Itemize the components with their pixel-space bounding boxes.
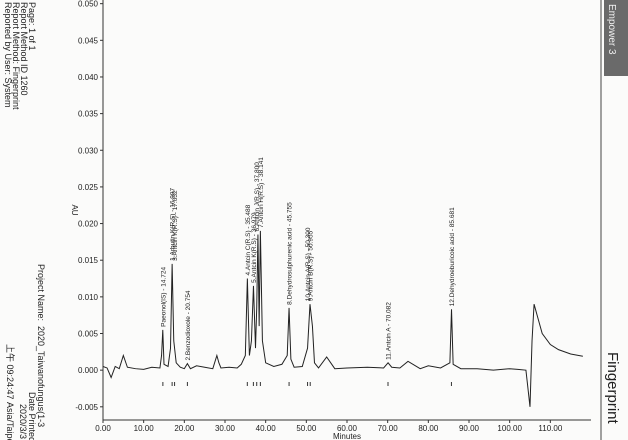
date-printed: 2020/3/3 [18, 404, 28, 439]
peak-label: 1.Arbutin K(R.S) - 16.997 [170, 188, 177, 261]
y-tick-label: 0.000 [78, 366, 99, 375]
x-tick-label: 60.00 [337, 424, 358, 433]
y-axis-label: AU [70, 204, 79, 215]
project-label: Project Name: [36, 264, 46, 321]
peak-label: 7.Antcin H(R.S) - 38.141 [258, 157, 265, 228]
peak-label: 11.Antcin A - 70.082 [386, 302, 393, 360]
peak-label: 12.Dehydroeburicoic acid - 85.681 [449, 207, 456, 306]
peak-label: 8.Dehydrosulphurenic acid - 45.755 [287, 202, 294, 305]
peak-label: 2.Benzodioxole - 20.754 [185, 290, 192, 360]
y-tick-label: 0.015 [78, 256, 99, 265]
y-tick-label: 0.010 [78, 293, 99, 302]
software-name: Empower 3 [606, 4, 617, 55]
x-axis-label: Minutes [333, 432, 361, 440]
x-tick-label: 80.00 [418, 424, 439, 433]
peak-label: Paeonol(IS) - 14.724 [160, 266, 167, 326]
x-tick-label: 50.00 [296, 424, 317, 433]
y-tick-label: 0.050 [78, 0, 99, 9]
y-tick-label: 0.030 [78, 146, 99, 155]
y-tick-label: -0.005 [75, 403, 98, 412]
x-tick-label: 70.00 [378, 424, 399, 433]
x-tick-label: 30.00 [215, 424, 236, 433]
x-tick-label: 0.00 [95, 424, 111, 433]
x-tick-label: 20.00 [174, 424, 195, 433]
x-tick-label: 110.00 [538, 424, 562, 433]
y-tick-label: 0.045 [78, 36, 99, 45]
y-tick-label: 0.035 [78, 110, 99, 119]
x-tick-label: 90.00 [459, 424, 480, 433]
y-tick-label: 0.005 [78, 330, 99, 339]
software-badge [604, 0, 628, 76]
peak-label: 9.Antcin B(R.S) - 50.955 [308, 230, 315, 301]
peak-label: 10.Antcin A(R.S) - 50.300 [305, 227, 312, 301]
section-title: Fingerprint [604, 352, 621, 425]
report-user: Reported by User: System [3, 2, 13, 108]
time-printed: 上午 09:24:47 Asia/Taipei [5, 344, 16, 440]
y-tick-label: 0.025 [78, 183, 99, 192]
report-method-id: Report Method ID 1260 [19, 2, 29, 96]
report-method: Report Method: Fingerprint [11, 2, 21, 110]
x-tick-label: 100.00 [497, 424, 522, 433]
chromatogram-trace [102, 230, 583, 407]
x-tick-label: 10.00 [134, 424, 155, 433]
peak-label: 4.Antcin C(R.S) - 35.488 [245, 204, 252, 275]
x-tick-label: 40.00 [256, 424, 277, 433]
peak-label: 5.Antcin K(R.S) - 36.979 [251, 212, 258, 283]
peak-label: 6.Antcin J(R.S) - 37.800 [254, 162, 261, 232]
y-tick-label: 0.040 [78, 73, 99, 82]
peak-label: 3.Antcin K(R.S) - 17.032 [172, 190, 179, 261]
date-label: Date Printed: [27, 392, 37, 440]
y-tick-label: 0.020 [78, 220, 99, 229]
project-name: 2020_Taiwanofungus(1-3 [36, 326, 46, 427]
page-number: Page: 1 of 1 [27, 2, 37, 51]
